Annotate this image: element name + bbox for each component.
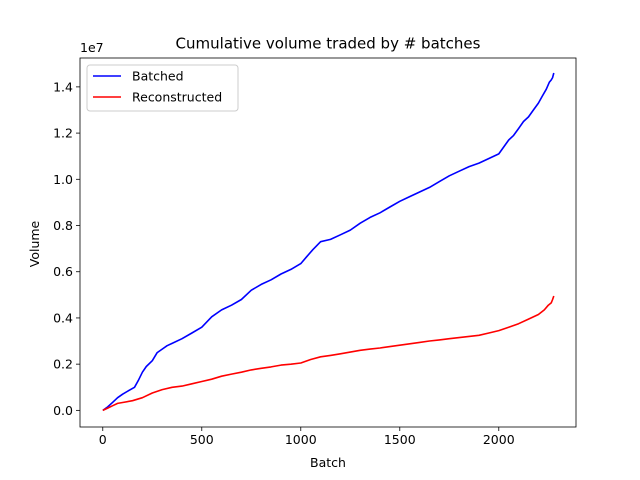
legend-label-0: Batched (132, 69, 184, 84)
y-tick-label: 1.2 (53, 126, 73, 141)
legend-box (86, 64, 239, 112)
y-tick-label: 1.4 (53, 79, 73, 94)
x-tick-label: 0 (99, 432, 107, 447)
y-tick-label: 0.2 (53, 357, 73, 372)
x-tick-label: 500 (190, 432, 214, 447)
axes-frame (79, 57, 577, 428)
plot-area: 0 500 1000 1500 2000 0.0 0.2 0.4 0.6 0.8 1.0 1.2 1.4… (53, 57, 577, 447)
chart-title: Cumulative volume traded by # batches (176, 35, 481, 53)
x-axis-label: Batch (310, 455, 346, 470)
y-offset-label: 1e7 (80, 40, 104, 55)
x-tick-label: 2000 (483, 432, 515, 447)
y-tick-label: 0.0 (53, 403, 73, 418)
y-tick-label: 0.4 (53, 310, 73, 325)
series-line-0 (102, 72, 555, 412)
y-tick-label: 1.0 (53, 172, 73, 187)
y-tick-label: 0.6 (53, 264, 73, 279)
y-tick-label: 0.8 (53, 218, 73, 233)
y-axis-label: Volume (27, 220, 42, 267)
x-tick-label: 1000 (285, 432, 317, 447)
series-line-1 (102, 295, 555, 412)
x-tick-label: 1500 (384, 432, 416, 447)
legend-label-1: Reconstructed (132, 90, 222, 105)
